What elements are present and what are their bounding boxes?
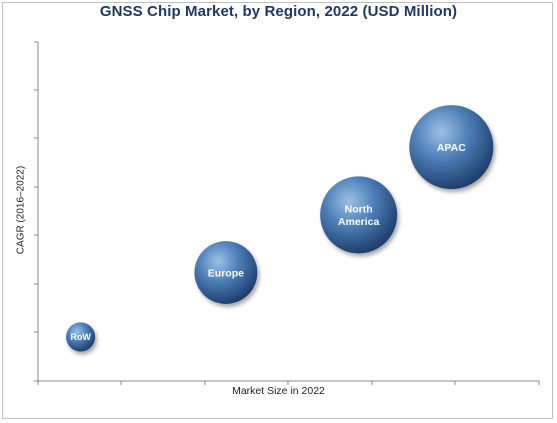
chart-title: GNSS Chip Market, by Region, 2022 (USD M… bbox=[99, 3, 458, 20]
bubble-mark bbox=[66, 322, 96, 352]
x-axis-label: Market Size in 2022 bbox=[232, 385, 325, 397]
bubble-row: RoW bbox=[66, 322, 96, 352]
bubble-label: North bbox=[345, 203, 373, 215]
bubble-mark bbox=[194, 241, 258, 304]
bubble-label: Europe bbox=[208, 267, 244, 279]
bubble-mark bbox=[320, 176, 398, 254]
bubble-label: RoW bbox=[70, 332, 91, 342]
bubble-apac: APAC bbox=[409, 105, 494, 190]
chart-frame bbox=[2, 2, 553, 419]
bubble-label: APAC bbox=[437, 142, 466, 154]
bubble-mark bbox=[409, 105, 494, 190]
bubble-europe: Europe bbox=[194, 241, 258, 304]
bubble-label: America bbox=[338, 216, 380, 228]
